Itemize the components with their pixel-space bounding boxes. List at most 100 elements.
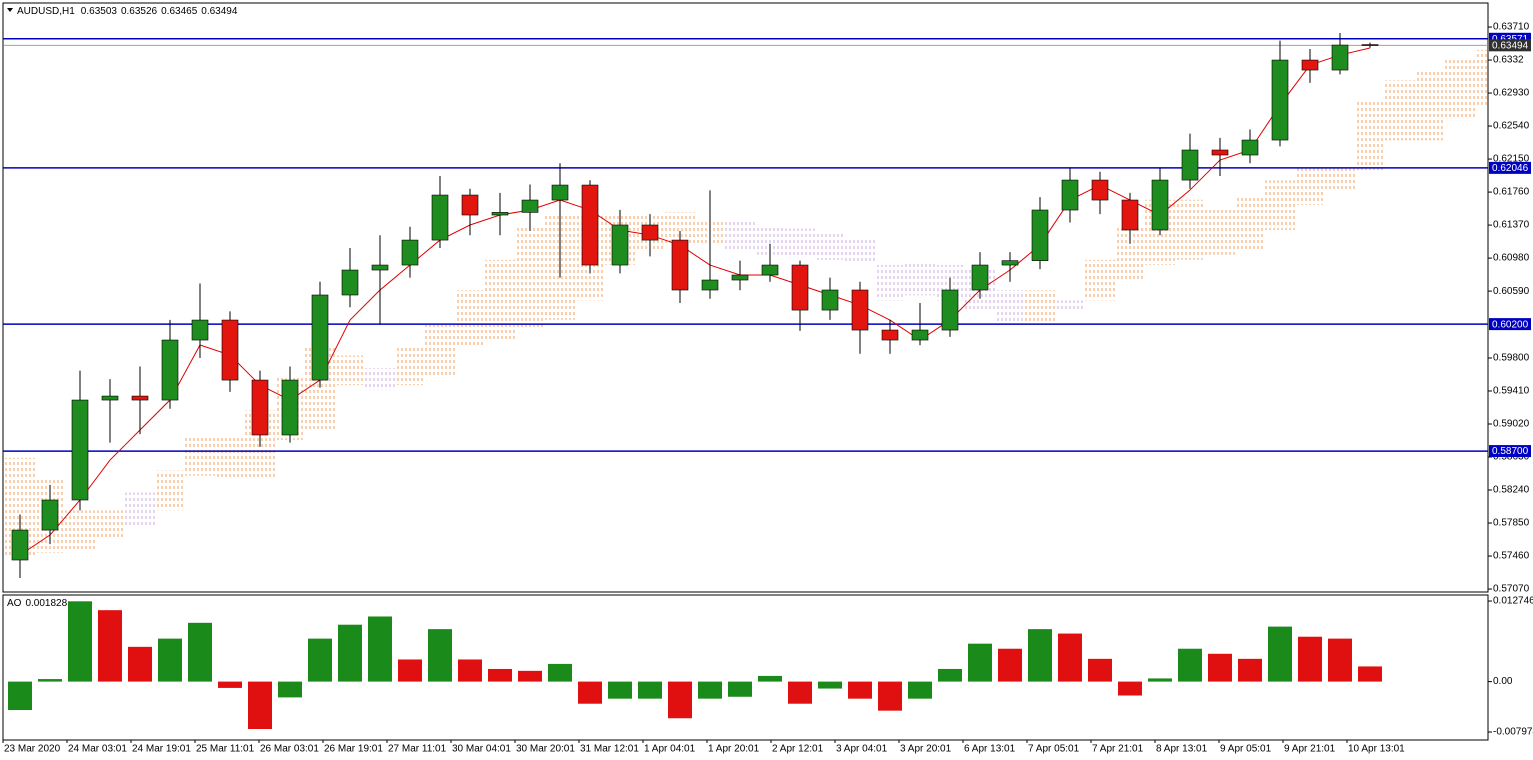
ao-bar (248, 681, 272, 730)
ao-bar (1148, 678, 1172, 682)
y-tick-label: 0.62150 (1493, 154, 1530, 165)
y-tick-label: 0.57070 (1493, 584, 1530, 595)
candle-body (791, 264, 809, 311)
ao-bar (98, 610, 122, 682)
candle-body (311, 294, 329, 381)
candle-body (1001, 260, 1019, 266)
cloud-segment (785, 228, 815, 259)
ao-bar (1178, 648, 1202, 682)
open-value: 0.63503 (81, 6, 118, 17)
cloud-segment (1295, 164, 1325, 205)
cloud-segment (905, 262, 935, 296)
y-tick-label: 0.62930 (1493, 88, 1530, 99)
x-tick-label: 9 Apr 05:01 (1220, 744, 1272, 755)
ao-bar (428, 629, 452, 682)
x-tick-label: 1 Apr 04:01 (644, 744, 696, 755)
ao-bar (218, 681, 242, 688)
x-tick-label: 23 Mar 2020 (4, 744, 61, 755)
ao-bar (38, 679, 62, 682)
y-tick-label: 0.58240 (1493, 485, 1530, 496)
y-tick-label: 0.59020 (1493, 419, 1530, 430)
ao-y-tick-label: 0.012746 (1493, 596, 1533, 607)
ao-bar (668, 681, 692, 719)
candle-body (1271, 59, 1289, 141)
candle-body (701, 279, 719, 291)
y-tick-label: 0.61760 (1493, 187, 1530, 198)
y-tick-label: 0.57850 (1493, 518, 1530, 529)
cloud-segment (1175, 199, 1205, 260)
ao-bar (1358, 666, 1382, 682)
cloud-segment (1475, 49, 1488, 105)
candle-body (731, 274, 749, 281)
y-tick-label: 0.60980 (1493, 253, 1530, 264)
candle-body (161, 339, 179, 401)
candle-body (1331, 44, 1349, 71)
level-label: 0.60200 (1492, 319, 1529, 330)
ao-bar (608, 681, 632, 699)
x-tick-label: 9 Apr 21:01 (1284, 744, 1336, 755)
x-tick-label: 2 Apr 12:01 (772, 744, 824, 755)
candle-body (971, 264, 989, 291)
level-label-box (1489, 318, 1531, 331)
chart-header: AUDUSD,H1 0.63503 0.63526 0.63465 0.63494 (17, 6, 238, 17)
ao-bar (1028, 629, 1052, 682)
cloud-segment (725, 220, 755, 251)
x-tick-label: 24 Mar 19:01 (132, 744, 191, 755)
level-label: 0.62046 (1492, 163, 1529, 174)
candle-body (341, 269, 359, 296)
cloud-segment (365, 368, 395, 391)
candle-body (11, 529, 29, 561)
ao-bar (8, 681, 32, 711)
candle-body (551, 184, 569, 201)
ao-bar (998, 648, 1022, 682)
ao-bar (1298, 636, 1322, 682)
cloud-segment (1085, 259, 1115, 301)
ao-bar (488, 668, 512, 682)
y-tick-label: 0.63710 (1493, 22, 1530, 33)
x-tick-label: 10 Apr 13:01 (1348, 744, 1405, 755)
candle-body (101, 395, 119, 401)
ao-bar (548, 663, 572, 682)
axis-layer: 0.63710 0.6332 0.62930 0.62540 0.62150 0.6176… (2, 22, 1533, 755)
x-tick-label: 8 Apr 13:01 (1156, 744, 1208, 755)
ao-bar (758, 675, 782, 682)
current-price-label: 0.63494 (1492, 40, 1529, 51)
candle-body (281, 379, 299, 436)
candle-body (1061, 179, 1079, 211)
ao-bar (68, 601, 92, 682)
cloud-segment (1355, 99, 1385, 171)
ao-bar (368, 616, 392, 682)
cloud-segment (875, 264, 905, 301)
symbol: AUDUSD,H1 (17, 6, 75, 17)
x-tick-label: 3 Apr 04:01 (836, 744, 888, 755)
ao-bar (278, 681, 302, 698)
x-tick-label: 7 Apr 21:01 (1092, 744, 1144, 755)
ao-y-tick-label: 0.00 (1493, 676, 1513, 687)
cloud-segment (215, 434, 245, 479)
ao-bar (908, 681, 932, 699)
candle-body (251, 379, 269, 436)
candle-body (1031, 209, 1049, 261)
ao-bar (1058, 633, 1082, 682)
level-layer (3, 38, 1488, 452)
menu-triangle[interactable] (7, 8, 13, 12)
candle-body (221, 319, 239, 381)
y-tick-label: 0.57460 (1493, 551, 1530, 562)
y-tick-label: 0.60590 (1493, 286, 1530, 297)
ao-bar (938, 668, 962, 682)
x-tick-label: 26 Mar 03:01 (260, 744, 319, 755)
cloud-segment (95, 510, 125, 540)
low-value: 0.63465 (161, 6, 198, 17)
level-label: 0.58700 (1492, 446, 1529, 457)
candle-body (641, 224, 659, 241)
x-tick-label: 31 Mar 12:01 (580, 744, 639, 755)
candle-body (131, 395, 149, 401)
ao-bar (518, 670, 542, 682)
ao-bar (968, 643, 992, 682)
cloud-segment (65, 510, 95, 551)
cloud-segment (845, 237, 875, 263)
level-label-box (1489, 445, 1531, 458)
y-tick-label: 0.59800 (1493, 353, 1530, 364)
cloud-segment (995, 290, 1025, 325)
